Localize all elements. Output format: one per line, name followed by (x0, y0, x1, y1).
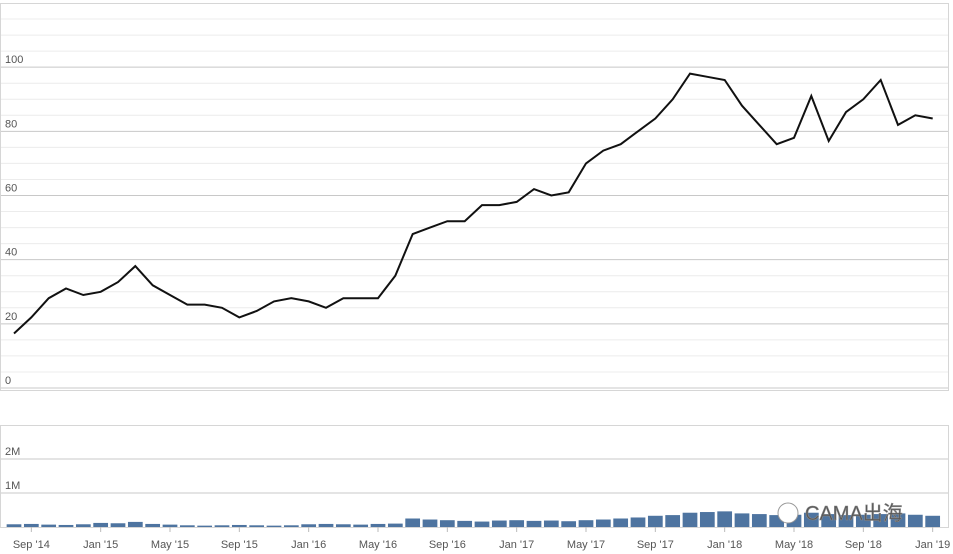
volume-bar (162, 524, 178, 527)
volume-bar (526, 520, 542, 527)
volume-bar (699, 512, 715, 527)
volume-bar (214, 525, 230, 527)
volume-bar (318, 523, 334, 527)
volume-bar (474, 521, 490, 527)
volume-bar (41, 524, 57, 527)
volume-bar (266, 525, 282, 527)
volume-bar (630, 517, 646, 527)
x-tick-label: May '15 (151, 539, 189, 551)
y-tick-label: 40 (5, 247, 17, 259)
price-panel (0, 3, 949, 391)
x-tick-label: May '16 (359, 539, 397, 551)
volume-bar (370, 523, 386, 527)
volume-bar (197, 525, 213, 527)
volume-bar (613, 518, 629, 527)
x-tick-label: Jan '16 (291, 539, 326, 551)
y-tick-label: 100 (5, 54, 23, 66)
y-tick-label: 2M (5, 446, 20, 458)
volume-bar (422, 519, 438, 527)
x-tick-label: Sep '15 (221, 539, 258, 551)
volume-bar (110, 523, 126, 527)
volume-bar (543, 520, 559, 527)
volume-bar (93, 522, 109, 527)
y-tick-label: 1M (5, 480, 20, 492)
volume-panel (0, 425, 949, 528)
volume-bar (734, 513, 750, 527)
volume-bar (873, 514, 889, 527)
volume-bar (231, 524, 247, 527)
x-tick-label: Sep '14 (13, 539, 50, 551)
x-tick-label: Sep '17 (637, 539, 674, 551)
volume-bar (717, 511, 733, 527)
volume-bar (387, 523, 403, 527)
volume-bar (491, 520, 507, 527)
volume-bar (682, 512, 698, 527)
volume-bar (907, 514, 923, 527)
volume-bar (578, 520, 594, 527)
volume-bar (561, 521, 577, 527)
x-tick-label: Jan '15 (83, 539, 118, 551)
volume-bar (249, 525, 265, 527)
volume-bar (803, 512, 819, 527)
volume-bar (58, 524, 74, 527)
volume-bar (75, 524, 91, 527)
volume-bar (925, 515, 941, 527)
volume-bar (769, 515, 785, 527)
watermark-icon (777, 502, 799, 524)
volume-bar (145, 523, 161, 527)
x-tick-label: May '18 (775, 539, 813, 551)
x-tick-label: Sep '16 (429, 539, 466, 551)
volume-bar (439, 520, 455, 527)
watermark: CAMA出海 (805, 502, 903, 525)
volume-bar (665, 515, 681, 527)
volume-bar (890, 513, 906, 527)
volume-bar (855, 514, 871, 527)
volume-bar (405, 518, 421, 527)
x-tick-label: Jan '19 (915, 539, 950, 551)
x-tick-label: May '17 (567, 539, 605, 551)
x-tick-label: Jan '18 (707, 539, 742, 551)
volume-bar (335, 524, 351, 527)
price-line (13, 72, 933, 335)
volume-bar (821, 514, 837, 527)
y-tick-label: 60 (5, 183, 17, 195)
volume-bar (595, 519, 611, 527)
volume-bar (301, 524, 317, 527)
x-tick-label: Sep '18 (845, 539, 882, 551)
volume-bar (353, 524, 369, 527)
volume-bar (283, 525, 299, 527)
volume-bar (127, 521, 143, 527)
volume-bar (179, 525, 195, 527)
volume-bar (6, 524, 22, 527)
volume-bar (838, 515, 854, 527)
volume-bar (751, 514, 767, 527)
y-tick-label: 0 (5, 375, 11, 387)
volume-bar (457, 520, 473, 527)
volume-bar (23, 523, 39, 527)
y-tick-label: 20 (5, 311, 17, 323)
volume-bar (647, 515, 663, 527)
volume-bar (509, 520, 525, 527)
y-tick-label: 80 (5, 118, 17, 130)
x-tick-label: Jan '17 (499, 539, 534, 551)
